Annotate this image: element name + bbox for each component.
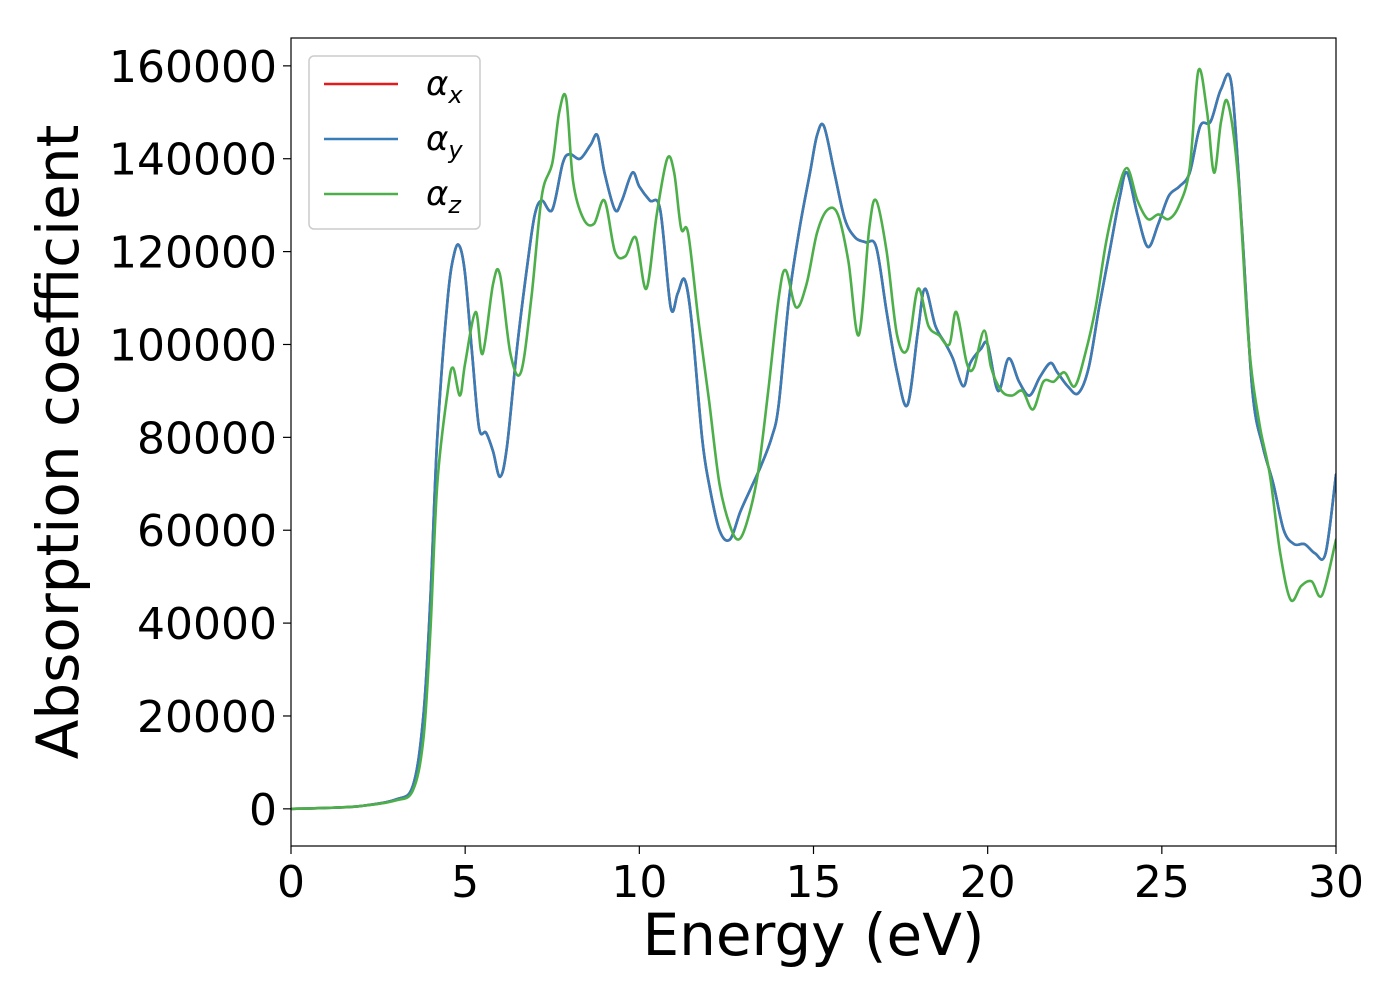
x-axis-ticks: 0 5 10 15 20 25 30 xyxy=(277,846,1364,908)
y-tick-label: 0 xyxy=(249,785,277,836)
x-tick-label: 30 xyxy=(1308,857,1364,908)
y-axis-title: Absorption coefficient xyxy=(24,125,92,760)
x-tick-label: 15 xyxy=(786,857,842,908)
y-tick-label: 120000 xyxy=(109,228,277,279)
y-tick-label: 160000 xyxy=(109,42,277,93)
y-tick-label: 60000 xyxy=(137,506,277,557)
x-tick-label: 25 xyxy=(1134,857,1190,908)
x-tick-label: 20 xyxy=(960,857,1016,908)
series-line-z xyxy=(291,67,1336,811)
x-tick-label: 5 xyxy=(451,857,479,908)
y-tick-label: 20000 xyxy=(137,692,277,743)
series-line-y xyxy=(291,72,1336,811)
legend: αx αy αz xyxy=(308,55,481,230)
y-tick-label: 40000 xyxy=(137,599,277,650)
series-layer xyxy=(291,67,1336,811)
y-tick-label: 100000 xyxy=(109,320,277,371)
x-tick-label: 10 xyxy=(611,857,667,908)
y-tick-label: 80000 xyxy=(137,413,277,464)
y-tick-label: 140000 xyxy=(109,135,277,186)
x-tick-label: 0 xyxy=(277,857,305,908)
legend-label-z: αz xyxy=(426,174,462,219)
legend-label-y: αy xyxy=(426,119,463,164)
y-axis-ticks: 0 20000 40000 60000 80000 100000 120000 140000 1… xyxy=(109,42,291,836)
x-axis-title: Energy (eV) xyxy=(642,901,984,969)
legend-label-x: αx xyxy=(426,64,463,109)
legend-box xyxy=(308,55,481,230)
